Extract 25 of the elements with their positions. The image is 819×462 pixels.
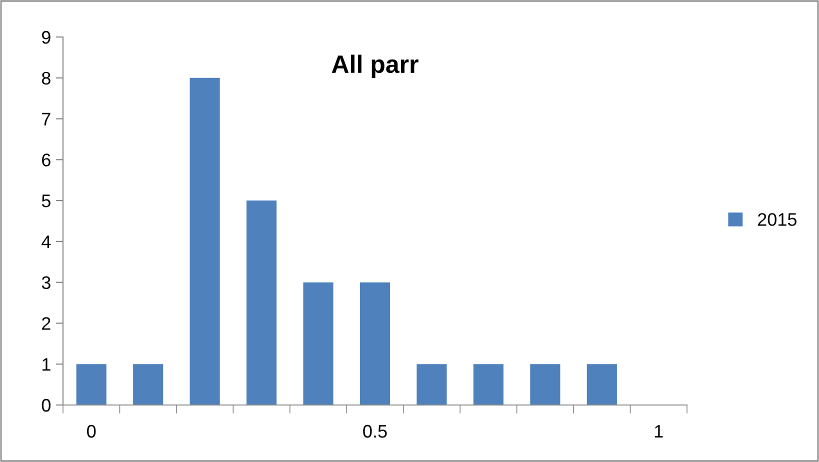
legend-label: 2015 (758, 213, 797, 226)
y-tick-label: 3 (42, 276, 50, 290)
bar (360, 282, 390, 405)
bar (586, 364, 617, 405)
y-tick-label: 5 (42, 194, 50, 208)
y-tick-label: 8 (42, 72, 50, 85)
bar (76, 364, 106, 405)
y-tick-label: 7 (42, 112, 50, 126)
y-tick-label: 6 (42, 154, 50, 166)
bar (473, 364, 504, 405)
x-tick-label: 0 (87, 424, 96, 438)
y-tick-label: 9 (42, 30, 50, 44)
bar (416, 364, 447, 405)
text: All parr (332, 54, 418, 78)
y-tick-label: 1 (42, 358, 50, 371)
bar (530, 364, 560, 405)
x-tick-label: 0.5 (363, 424, 387, 438)
x-tick-label: 1 (654, 425, 663, 438)
y-tick-label: 0 (42, 398, 50, 412)
bar (303, 282, 334, 405)
bar (190, 78, 220, 405)
y-tick-label: 4 (42, 236, 51, 248)
bar (133, 364, 164, 405)
bar (246, 200, 277, 405)
y-tick-label: 2 (42, 317, 50, 330)
